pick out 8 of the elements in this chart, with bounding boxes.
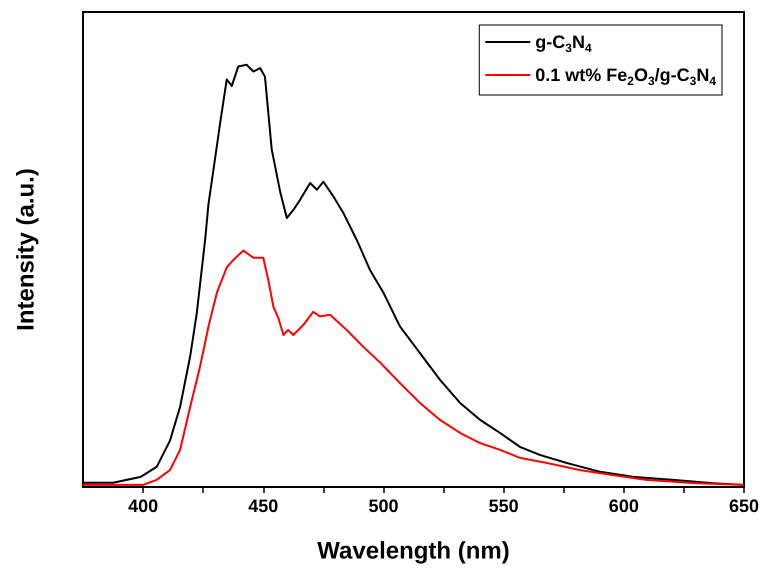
x-tick-label: 650	[728, 496, 760, 516]
y-axis-title: Intensity (a.u.)	[12, 168, 40, 331]
x-tick-label: 400	[128, 496, 158, 516]
x-tick-label: 500	[368, 496, 398, 516]
x-tick-label: 600	[608, 496, 639, 516]
x-axis-title: Wavelength (nm)	[317, 538, 510, 564]
x-tick-label: 550	[488, 496, 519, 516]
x-tick-label: 450	[248, 496, 278, 516]
